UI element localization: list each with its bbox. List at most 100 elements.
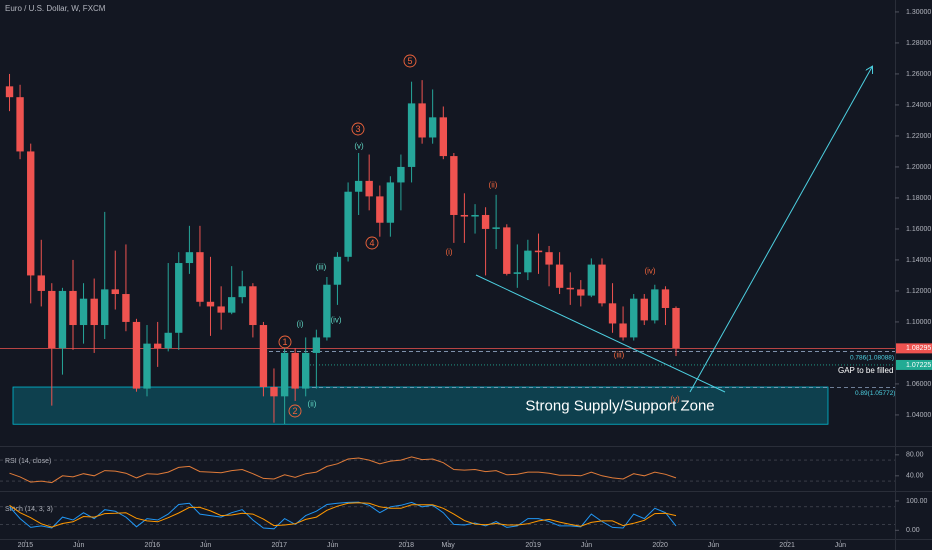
x-tick-label: 2018 xyxy=(398,542,414,549)
candle-body xyxy=(386,182,395,223)
trend-line xyxy=(475,274,726,393)
x-tick-label: 2019 xyxy=(525,542,541,549)
indicator-line xyxy=(9,456,677,484)
candle-body xyxy=(185,252,194,264)
wave-circle xyxy=(288,404,302,418)
candle-body xyxy=(143,343,151,389)
y-tick-label: 1.14000 xyxy=(906,257,931,264)
y-tick-label: 100.00 xyxy=(906,498,928,505)
x-tick-label: May xyxy=(442,542,456,549)
candle-body xyxy=(249,286,257,326)
candle-body xyxy=(206,301,215,307)
candle-body xyxy=(439,117,447,157)
candle-body xyxy=(48,290,56,349)
y-tick-label: 1.12000 xyxy=(906,288,931,295)
candle-body xyxy=(407,103,416,167)
candle-body xyxy=(376,196,384,223)
fib-label: 0.786(1.08088) xyxy=(850,354,894,361)
candle-body xyxy=(153,343,162,349)
candle-body xyxy=(333,256,342,285)
x-tick-label: 2021 xyxy=(779,542,795,549)
candle-body xyxy=(175,263,183,333)
price-tag-label: 1.08295 xyxy=(906,345,931,352)
candle-body xyxy=(227,297,236,313)
candle-body xyxy=(450,156,458,215)
wave-label: (ii) xyxy=(308,400,317,409)
rsi-title: RSI (14, close) xyxy=(5,458,51,465)
candle-body xyxy=(524,250,532,273)
candle-body xyxy=(101,289,109,326)
candle-body xyxy=(111,289,119,295)
candle-body xyxy=(58,290,67,349)
y-tick-label: 1.16000 xyxy=(906,226,931,233)
support-zone xyxy=(12,386,829,425)
candle-body xyxy=(661,289,670,308)
candle-body xyxy=(344,191,352,257)
candle-body xyxy=(566,287,574,290)
candle-body xyxy=(555,264,564,288)
candle-body xyxy=(122,294,130,322)
wave-label: (i) xyxy=(445,248,452,257)
price-pane xyxy=(0,73,895,425)
y-tick-label: 1.30000 xyxy=(906,9,931,16)
candle-body xyxy=(302,352,310,389)
candle-body xyxy=(418,103,426,138)
wave-label: (iv) xyxy=(644,267,655,276)
x-tick-label: Jun xyxy=(708,542,719,549)
candle-body xyxy=(69,290,77,326)
x-tick-label: Jun xyxy=(73,542,84,549)
wave-label: (v) xyxy=(670,395,680,404)
y-tick-label: 1.10000 xyxy=(906,319,931,326)
candle-body xyxy=(79,298,88,326)
y-tick-label: 1.28000 xyxy=(906,40,931,47)
candle-body xyxy=(132,321,141,389)
price-tag-label: 1.07225 xyxy=(906,362,931,369)
y-tick-label: 1.04000 xyxy=(906,412,931,419)
candle-body xyxy=(471,214,479,217)
candle-body xyxy=(196,252,204,302)
candle-body xyxy=(90,298,98,326)
candle-body xyxy=(630,298,638,338)
wave-label: 2 xyxy=(292,406,297,416)
candle-body xyxy=(492,227,500,229)
candle-body xyxy=(291,352,299,389)
candle-body xyxy=(651,289,659,321)
y-tick-label: 40.00 xyxy=(906,473,924,480)
y-tick-label: 0.00 xyxy=(906,527,920,534)
candle-body xyxy=(587,264,596,296)
y-tick-label: 1.24000 xyxy=(906,102,931,109)
candle-body xyxy=(16,97,24,152)
wave-label: 4 xyxy=(369,238,374,248)
candle-body xyxy=(354,180,363,192)
candle-body xyxy=(217,306,225,313)
y-tick-label: 1.22000 xyxy=(906,133,931,140)
x-tick-label: Jun xyxy=(835,542,846,549)
indicator-line xyxy=(9,501,677,530)
y-tick-label: 1.20000 xyxy=(906,164,931,171)
wave-circle xyxy=(278,335,292,349)
wave-label: (iii) xyxy=(316,263,327,272)
x-tick-label: 2016 xyxy=(145,542,161,549)
candle-body xyxy=(280,352,289,397)
candle-body xyxy=(5,86,14,98)
candle-body xyxy=(259,325,268,388)
price-tag xyxy=(896,359,932,370)
wave-circle xyxy=(403,54,417,68)
wave-circle xyxy=(365,236,379,250)
wave-label: (iv) xyxy=(330,316,341,325)
wave-label: (i) xyxy=(296,320,303,329)
candle-body xyxy=(598,264,606,304)
chart-title: Euro / U.S. Dollar, W, FXCM xyxy=(5,4,106,13)
wave-label: 1 xyxy=(282,337,287,347)
y-tick-label: 1.06000 xyxy=(906,381,931,388)
candle-body xyxy=(619,323,627,338)
candle-body xyxy=(397,166,405,183)
candle-body xyxy=(672,307,680,349)
wave-label: (ii) xyxy=(489,181,498,190)
candle-body xyxy=(460,214,469,217)
candle-body xyxy=(27,151,35,276)
indicator-line xyxy=(9,502,677,528)
zone-label: Strong Supply/Support Zone xyxy=(525,398,714,415)
y-tick-label: 80.00 xyxy=(906,452,924,459)
